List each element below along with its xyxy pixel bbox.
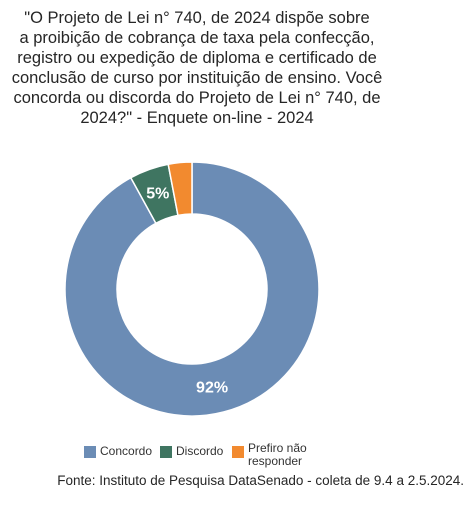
legend-label-discordo: Discordo <box>176 444 224 458</box>
legend-label-prefiro-nao-responder: Prefiro não responder <box>248 441 307 468</box>
legend-swatch-prefiro-nao-responder <box>232 446 244 458</box>
legend-swatch-concordo <box>84 446 96 458</box>
donut-chart: 92% 5% <box>64 161 320 417</box>
chart-title-line: 2024?" - Enquete on-line - 2024 <box>80 109 314 127</box>
chart-title: "O Projeto de Lei n° 740, de 2024 dispõe… <box>0 8 394 128</box>
source-note: Fonte: Instituto de Pesquisa DataSenado … <box>57 473 464 488</box>
chart-title-line: a proibição de cobrança de taxa pela con… <box>19 29 375 47</box>
slice-prefiro-nao-responder <box>167 161 193 217</box>
chart-title-line: registro ou expedição de diploma e certi… <box>17 49 377 67</box>
data-label-discordo: 5% <box>146 185 169 202</box>
chart-title-line: concorda ou discorda do Projeto de Lei n… <box>13 89 381 107</box>
legend-label-concordo: Concordo <box>100 444 153 458</box>
chart-title-line: "O Projeto de Lei n° 740, de 2024 dispõe… <box>24 9 370 27</box>
data-label-concordo: 92% <box>196 379 228 396</box>
slice-concordo <box>64 161 320 417</box>
chart-title-line: conclusão de curso por instituição de en… <box>11 69 383 87</box>
legend-swatch-discordo <box>160 446 172 458</box>
